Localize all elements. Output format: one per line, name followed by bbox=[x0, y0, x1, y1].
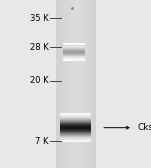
Bar bbox=[60, 138, 91, 139]
Bar bbox=[60, 122, 91, 123]
Bar bbox=[60, 121, 91, 122]
Bar bbox=[60, 119, 91, 120]
Bar bbox=[60, 135, 91, 136]
Bar bbox=[60, 125, 91, 126]
Bar bbox=[60, 123, 91, 124]
Text: Cks1-His: Cks1-His bbox=[137, 123, 151, 132]
Bar bbox=[60, 126, 91, 127]
Bar bbox=[60, 120, 91, 121]
Text: 28 K: 28 K bbox=[30, 43, 48, 52]
Bar bbox=[63, 45, 85, 46]
Bar bbox=[63, 58, 85, 59]
Bar bbox=[60, 114, 91, 115]
Bar bbox=[63, 50, 85, 51]
Bar bbox=[60, 139, 91, 140]
Bar bbox=[60, 129, 91, 130]
Bar bbox=[60, 140, 91, 141]
Bar bbox=[56, 0, 95, 168]
Bar bbox=[60, 127, 91, 128]
Bar bbox=[63, 48, 85, 49]
Bar bbox=[63, 54, 85, 55]
Bar bbox=[60, 136, 91, 137]
Bar bbox=[60, 128, 91, 129]
Bar bbox=[60, 124, 91, 125]
Bar bbox=[63, 44, 85, 45]
Bar bbox=[60, 134, 91, 135]
Bar bbox=[60, 117, 91, 118]
Bar bbox=[60, 141, 91, 142]
Bar bbox=[60, 130, 91, 131]
Text: 20 K: 20 K bbox=[30, 76, 48, 85]
Bar bbox=[63, 52, 85, 53]
Bar bbox=[60, 118, 91, 119]
Bar bbox=[60, 131, 91, 132]
Bar bbox=[60, 115, 91, 116]
Bar bbox=[60, 137, 91, 138]
Bar bbox=[60, 132, 91, 133]
Text: 35 K: 35 K bbox=[30, 14, 48, 23]
Bar bbox=[60, 133, 91, 134]
Bar bbox=[60, 116, 91, 117]
Bar bbox=[63, 49, 85, 50]
Bar bbox=[63, 53, 85, 54]
Bar bbox=[63, 60, 85, 61]
Bar bbox=[63, 57, 85, 58]
Bar bbox=[63, 59, 85, 60]
Bar bbox=[60, 113, 91, 114]
Text: 7 K: 7 K bbox=[35, 137, 48, 146]
Bar bbox=[63, 47, 85, 48]
Bar bbox=[63, 46, 85, 47]
Bar bbox=[63, 56, 85, 57]
Bar bbox=[63, 51, 85, 52]
Bar bbox=[63, 43, 85, 44]
